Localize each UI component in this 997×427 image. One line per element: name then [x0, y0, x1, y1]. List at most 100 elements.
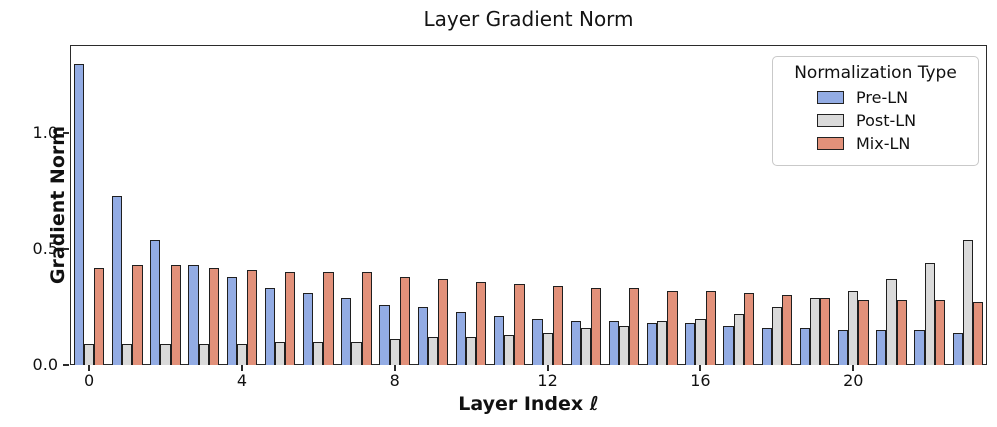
x-tick-mark-4 [240, 365, 243, 371]
bar-post-ln-layer-0 [84, 344, 95, 365]
bar-pre-ln-layer-21 [876, 330, 887, 365]
bar-mix-ln-layer-6 [323, 272, 334, 365]
bar-pre-ln-layer-5 [264, 288, 276, 365]
legend-swatch-post-ln-icon [817, 114, 844, 127]
bar-pre-ln-layer-15 [646, 323, 658, 365]
x-tick-label-0: 0 [84, 371, 95, 390]
bar-pre-ln-layer-20 [837, 330, 849, 365]
bar-post-ln-layer-9 [427, 337, 439, 365]
bar-pre-ln-layer-19 [799, 327, 810, 365]
bar-mix-ln-layer-19 [820, 297, 831, 365]
bar-mix-ln-layer-10 [476, 281, 487, 365]
y-tick-label-0.0: 0.0 [32, 355, 58, 374]
bar-mix-ln-layer-13 [590, 288, 602, 365]
x-tick-label-12: 12 [537, 371, 558, 390]
legend-item-pre-ln: Pre-LN [817, 88, 970, 107]
bar-pre-ln-layer-23 [952, 332, 963, 365]
bar-pre-ln-layer-3 [188, 265, 199, 365]
x-tick-label-8: 8 [389, 371, 400, 390]
bar-post-ln-layer-21 [886, 279, 897, 365]
x-tick-label-16: 16 [690, 371, 711, 390]
bar-pre-ln-layer-6 [303, 293, 314, 365]
legend: Normalization Type Pre-LN Post-LN Mix-LN [772, 56, 979, 166]
bar-mix-ln-layer-23 [972, 302, 984, 365]
bars-container [70, 45, 987, 365]
x-tick-mark-16 [699, 365, 702, 371]
x-tick-mark-0 [88, 365, 91, 371]
chart-title: Layer Gradient Norm [423, 7, 634, 31]
bar-mix-ln-layer-9 [438, 279, 449, 365]
bar-mix-ln-layer-8 [399, 276, 411, 365]
bar-mix-ln-layer-3 [208, 267, 219, 365]
legend-item-post-ln: Post-LN [817, 111, 970, 130]
x-tick-label-4: 4 [236, 371, 248, 390]
x-tick-mark-20 [852, 365, 855, 371]
bar-pre-ln-layer-10 [455, 311, 467, 365]
bar-post-ln-layer-22 [924, 262, 935, 365]
legend-label-mix-ln: Mix-LN [856, 134, 911, 153]
bar-mix-ln-layer-0 [94, 267, 105, 365]
bar-pre-ln-layer-2 [150, 239, 161, 365]
bar-mix-ln-layer-7 [361, 272, 372, 365]
bar-post-ln-layer-5 [275, 341, 286, 365]
bar-pre-ln-layer-7 [341, 297, 352, 365]
bar-mix-ln-layer-12 [552, 286, 563, 365]
bar-pre-ln-layer-22 [914, 330, 925, 365]
bar-post-ln-layer-10 [466, 337, 477, 365]
bar-mix-ln-layer-2 [170, 265, 181, 365]
bar-post-ln-layer-17 [733, 313, 744, 365]
bar-mix-ln-layer-14 [629, 288, 640, 365]
bar-post-ln-layer-8 [389, 339, 400, 365]
bar-mix-ln-layer-11 [514, 283, 525, 365]
bar-post-ln-layer-18 [771, 307, 782, 365]
bar-mix-ln-layer-22 [934, 300, 945, 365]
bar-mix-ln-layer-17 [743, 293, 754, 365]
bar-pre-ln-layer-0 [73, 63, 84, 365]
bar-post-ln-layer-6 [313, 341, 324, 365]
bar-pre-ln-layer-8 [379, 304, 390, 365]
bar-pre-ln-layer-1 [112, 195, 123, 365]
legend-title: Normalization Type [794, 63, 957, 83]
legend-swatch-pre-ln-icon [817, 91, 844, 104]
bar-pre-ln-layer-4 [226, 276, 237, 365]
bar-post-ln-layer-13 [580, 327, 591, 365]
bar-pre-ln-layer-18 [761, 327, 772, 365]
bar-mix-ln-layer-5 [285, 272, 296, 365]
x-axis-label: Layer Index ℓ [458, 393, 599, 415]
y-tick-mark-0.0 [63, 364, 69, 366]
legend-swatch-mix-ln-icon [817, 137, 844, 150]
bar-mix-ln-layer-15 [667, 290, 678, 365]
y-tick-label-0.5: 0.5 [32, 239, 58, 259]
bar-pre-ln-layer-16 [685, 323, 696, 365]
bar-pre-ln-layer-9 [417, 307, 428, 365]
bar-mix-ln-layer-20 [858, 300, 869, 365]
y-tick-mark-1.0 [63, 132, 69, 135]
y-tick-label-1.0: 1.0 [32, 123, 58, 143]
bar-pre-ln-layer-14 [608, 320, 619, 365]
legend-label-post-ln: Post-LN [856, 111, 917, 130]
bar-post-ln-layer-2 [160, 344, 171, 365]
bar-pre-ln-layer-11 [494, 316, 505, 365]
bar-pre-ln-layer-13 [570, 320, 581, 365]
legend-label-pre-ln: Pre-LN [856, 88, 909, 107]
bar-pre-ln-layer-17 [723, 325, 734, 365]
bar-post-ln-layer-20 [848, 290, 859, 365]
bar-post-ln-layer-23 [962, 239, 973, 365]
bar-mix-ln-layer-18 [781, 295, 793, 365]
bar-mix-ln-layer-4 [247, 269, 258, 365]
bar-mix-ln-layer-1 [132, 265, 143, 365]
bar-post-ln-layer-14 [618, 325, 630, 365]
x-tick-mark-8 [393, 365, 396, 371]
bar-post-ln-layer-19 [809, 297, 821, 365]
bar-mix-ln-layer-21 [896, 300, 907, 365]
bar-post-ln-layer-1 [122, 344, 133, 365]
bar-mix-ln-layer-16 [705, 290, 716, 365]
x-tick-label-20: 20 [843, 371, 864, 390]
legend-item-mix-ln: Mix-LN [817, 134, 970, 153]
bar-post-ln-layer-12 [542, 332, 553, 365]
bar-post-ln-layer-3 [198, 344, 209, 365]
y-tick-mark-0.5 [63, 248, 69, 251]
bar-post-ln-layer-16 [695, 318, 706, 365]
bar-post-ln-layer-15 [657, 320, 668, 365]
